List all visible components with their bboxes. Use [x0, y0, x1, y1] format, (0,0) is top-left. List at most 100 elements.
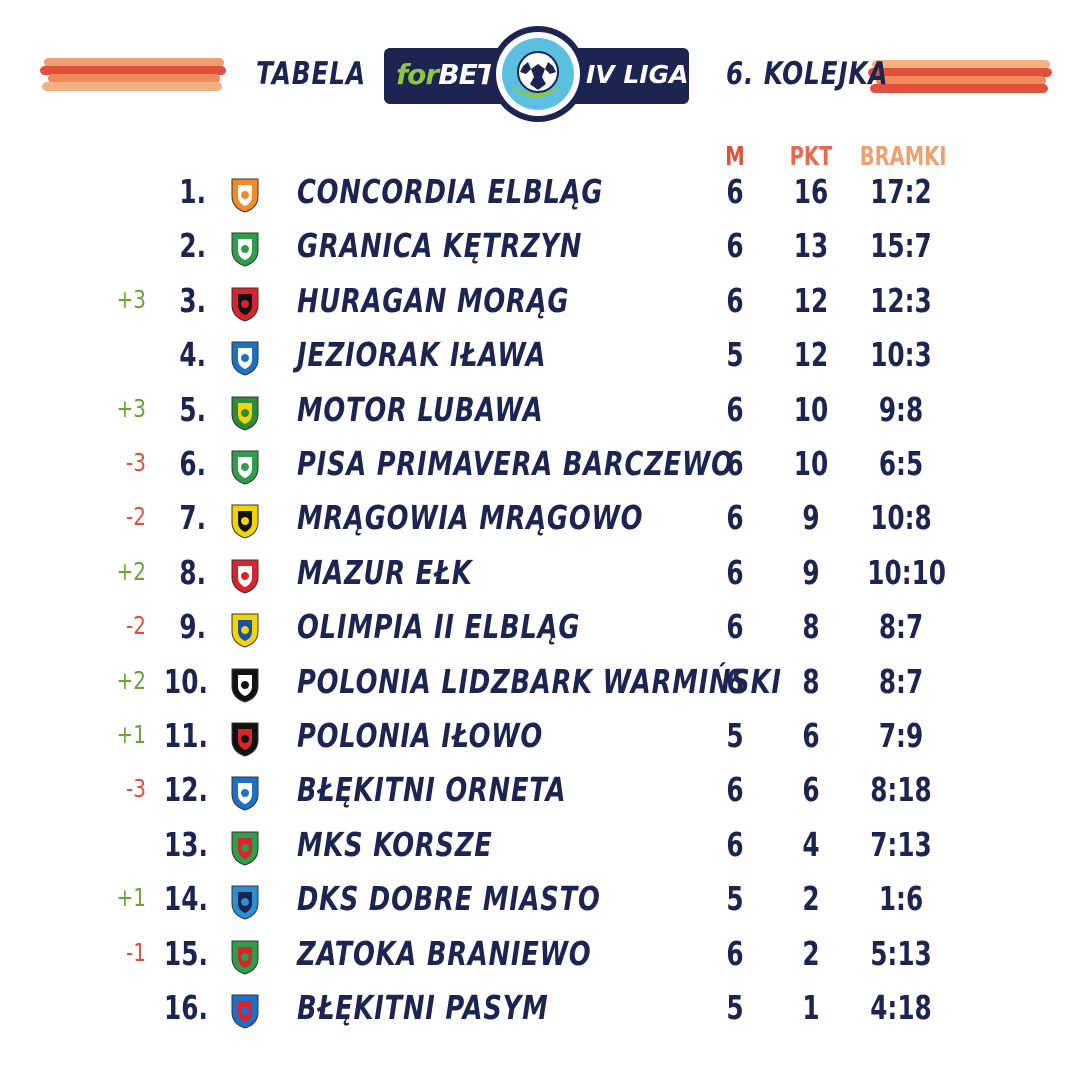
team-name: POLONIA LIDZBARK WARMIŃSKI [297, 661, 782, 701]
table-position: 14. [164, 879, 208, 919]
table-row: -2 9. OLIMPIA II ELBLĄG 6 8 8:7 [0, 603, 1080, 657]
position-change: +2 [116, 665, 146, 695]
football-ball-icon [496, 32, 580, 116]
position-change: +3 [116, 284, 146, 314]
mragowia-crest-icon [226, 502, 264, 540]
left-brush-stroke [40, 66, 226, 75]
position-change: -2 [126, 502, 146, 532]
table-row: +2 10. POLONIA LIDZBARK WARMIŃSKI 6 8 8:7 [0, 658, 1080, 712]
goals: 10:3 [870, 335, 932, 375]
matches-played: 6 [726, 498, 744, 538]
granica-crest-icon [226, 230, 264, 268]
matches-played: 6 [726, 280, 744, 320]
goals: 1:6 [878, 879, 924, 919]
column-header-pkt: PKT [789, 142, 833, 172]
logo-prefix: for [396, 58, 439, 91]
points: 8 [802, 661, 820, 701]
points: 9 [802, 552, 820, 592]
goals: 12:3 [870, 280, 932, 320]
team-name: DKS DOBRE MIASTO [297, 879, 601, 919]
table-row: +1 11. POLONIA IŁOWO 5 6 7:9 [0, 712, 1080, 766]
goals: 6:5 [878, 444, 924, 483]
points: 12 [793, 335, 829, 375]
team-name: POLONIA IŁOWO [297, 716, 544, 755]
points: 8 [802, 607, 820, 647]
table-position: 13. [164, 824, 208, 864]
table-position: 6. [179, 444, 206, 483]
table-row: 1. CONCORDIA ELBLĄG 6 16 17:2 [0, 168, 1080, 222]
matches-played: 5 [726, 988, 744, 1027]
team-name: BŁĘKITNI ORNETA [297, 770, 567, 810]
table-position: 9. [179, 607, 206, 647]
table-position: 2. [179, 226, 206, 266]
huragan-crest-icon [226, 285, 264, 323]
table-row: 13. MKS KORSZE 6 4 7:13 [0, 821, 1080, 875]
header-right-title: 6. KOLEJKA [726, 56, 889, 92]
logo-forbet-text: forBET [396, 58, 496, 91]
mks-korsze-crest-icon [226, 829, 264, 867]
right-brush-stroke [876, 76, 1046, 85]
logo-brand: BET [438, 58, 496, 91]
position-change: -1 [126, 937, 146, 967]
motor-crest-icon [226, 394, 264, 432]
position-change: -2 [126, 611, 146, 641]
table-row: +2 8. MAZUR EŁK 6 9 10:10 [0, 549, 1080, 603]
team-name: MRĄGOWIA MRĄGOWO [297, 498, 644, 538]
header: TABELA 6. KOLEJKA forBET IV LIGA [0, 0, 1080, 130]
team-name: HURAGAN MORĄG [297, 280, 570, 320]
position-change: +1 [116, 883, 146, 913]
header-left-title: TABELA [256, 56, 366, 92]
points: 10 [793, 389, 829, 429]
team-name: JEZIORAK IŁAWA [297, 335, 547, 375]
table-position: 12. [164, 770, 208, 810]
matches-played: 5 [726, 879, 744, 919]
olimpia-crest-icon [226, 611, 264, 649]
matches-played: 5 [726, 716, 744, 755]
table-row: -1 15. ZATOKA BRANIEWO 6 2 5:13 [0, 930, 1080, 984]
points: 16 [793, 172, 829, 211]
points: 13 [793, 226, 829, 266]
team-name: BŁĘKITNI PASYM [297, 988, 549, 1027]
left-brush-stroke [44, 58, 224, 67]
polonia-lidzbark-crest-icon [226, 666, 264, 704]
position-change: +1 [116, 720, 146, 749]
points: 4 [802, 824, 820, 864]
zatoka-crest-icon [226, 938, 264, 976]
matches-played: 6 [726, 607, 744, 647]
matches-played: 6 [726, 172, 744, 211]
matches-played: 5 [726, 335, 744, 375]
points: 2 [802, 933, 820, 973]
position-change: +2 [116, 556, 146, 586]
table-position: 5. [179, 389, 206, 429]
points: 6 [802, 716, 820, 755]
matches-played: 6 [726, 552, 744, 592]
dks-crest-icon [226, 883, 264, 921]
table-row: -3 6. PISA PRIMAVERA BARCZEWO 6 10 6:5 [0, 440, 1080, 494]
table-position: 10. [164, 661, 208, 701]
table-row: +1 14. DKS DOBRE MIASTO 5 2 1:6 [0, 875, 1080, 929]
left-brush-stroke [48, 74, 220, 83]
goals: 15:7 [870, 226, 932, 266]
concordia-crest-icon [226, 176, 264, 214]
mazur-crest-icon [226, 557, 264, 595]
goals: 9:8 [878, 389, 924, 429]
right-brush-stroke [868, 68, 1052, 77]
table-row: 4. JEZIORAK IŁAWA 5 12 10:3 [0, 331, 1080, 385]
table-row: +3 5. MOTOR LUBAWA 6 10 9:8 [0, 386, 1080, 440]
table-position: 8. [179, 552, 206, 592]
goals: 8:7 [878, 607, 924, 647]
league-logo-circle [490, 26, 586, 122]
table-position: 3. [179, 280, 206, 320]
goals: 10:10 [867, 552, 947, 592]
table-row: 2. GRANICA KĘTRZYN 6 13 15:7 [0, 222, 1080, 276]
position-change: -3 [126, 448, 146, 477]
points: 9 [802, 498, 820, 538]
matches-played: 6 [726, 444, 744, 483]
pisa-crest-icon [226, 448, 264, 486]
matches-played: 6 [726, 226, 744, 266]
position-change: -3 [126, 774, 146, 804]
matches-played: 6 [726, 389, 744, 429]
blekitni-pasym-crest-icon [226, 992, 264, 1030]
right-brush-stroke [872, 60, 1050, 69]
team-name: PISA PRIMAVERA BARCZEWO [297, 444, 734, 483]
